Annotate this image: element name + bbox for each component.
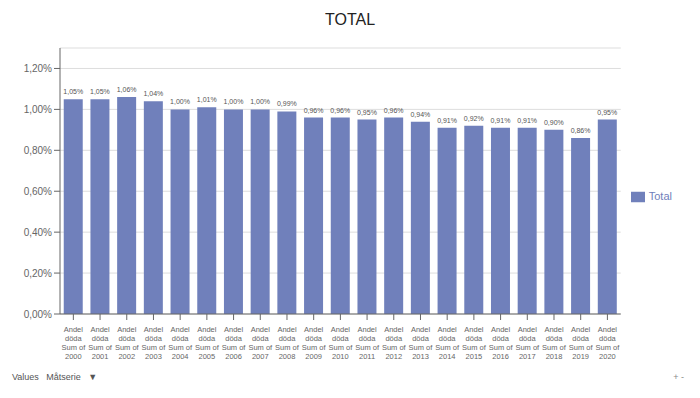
svg-text:0,96%: 0,96%: [330, 107, 350, 114]
svg-text:0,96%: 0,96%: [384, 107, 404, 114]
svg-text:AndeldödaSum of2000: AndeldödaSum of2000: [61, 325, 86, 361]
svg-text:0,80%: 0,80%: [24, 145, 52, 156]
svg-text:AndeldödaSum of2015: AndeldödaSum of2015: [462, 325, 487, 361]
svg-text:0,92%: 0,92%: [464, 115, 484, 122]
svg-text:0,94%: 0,94%: [410, 111, 430, 118]
svg-text:1,00%: 1,00%: [250, 98, 270, 105]
svg-text:AndeldödaSum of2013: AndeldödaSum of2013: [409, 325, 434, 361]
svg-text:1,00%: 1,00%: [170, 98, 190, 105]
svg-text:0,99%: 0,99%: [277, 100, 297, 107]
svg-text:1,04%: 1,04%: [143, 90, 163, 97]
svg-text:1,01%: 1,01%: [197, 96, 217, 103]
svg-text:AndeldödaSum of2009: AndeldödaSum of2009: [302, 325, 327, 361]
svg-text:1,06%: 1,06%: [117, 86, 137, 93]
svg-text:0,90%: 0,90%: [544, 119, 564, 126]
svg-text:0,86%: 0,86%: [571, 127, 591, 134]
svg-text:AndeldödaSum of2019: AndeldödaSum of2019: [569, 325, 594, 361]
svg-text:AndeldödaSum of2003: AndeldödaSum of2003: [142, 325, 167, 361]
svg-text:AndeldödaSum of2017: AndeldödaSum of2017: [515, 325, 540, 361]
svg-text:1,00%: 1,00%: [24, 104, 52, 115]
svg-text:AndeldödaSum of2018: AndeldödaSum of2018: [542, 325, 567, 361]
svg-text:AndeldödaSum of2014: AndeldödaSum of2014: [435, 325, 460, 361]
svg-text:AndeldödaSum of2006: AndeldödaSum of2006: [222, 325, 247, 361]
svg-text:0,20%: 0,20%: [24, 268, 52, 279]
svg-text:1,00%: 1,00%: [224, 98, 244, 105]
svg-text:0,60%: 0,60%: [24, 186, 52, 197]
svg-text:1,05%: 1,05%: [63, 88, 83, 95]
svg-text:0,91%: 0,91%: [491, 117, 511, 124]
svg-text:AndeldödaSum of2012: AndeldödaSum of2012: [382, 325, 407, 361]
svg-text:1,05%: 1,05%: [90, 88, 110, 95]
svg-text:AndeldödaSum of2004: AndeldödaSum of2004: [168, 325, 193, 361]
svg-text:0,96%: 0,96%: [304, 107, 324, 114]
svg-text:0,00%: 0,00%: [24, 309, 52, 320]
svg-text:0,91%: 0,91%: [517, 117, 537, 124]
html-text:Values Måtserie ▼: Values Måtserie ▼: [12, 372, 98, 382]
svg-text:AndeldödaSum of2011: AndeldödaSum of2011: [355, 325, 380, 361]
html-text:TOTAL: TOTAL: [325, 11, 375, 28]
svg-text:1,20%: 1,20%: [24, 63, 52, 74]
svg-text:AndeldödaSum of2001: AndeldödaSum of2001: [88, 325, 113, 361]
svg-text:0,95%: 0,95%: [357, 109, 377, 116]
svg-text:AndeldödaSum of2010: AndeldödaSum of2010: [328, 325, 353, 361]
svg-text:AndeldödaSum of2002: AndeldödaSum of2002: [115, 325, 140, 361]
svg-text:0,40%: 0,40%: [24, 227, 52, 238]
html-text:Total: Total: [648, 190, 672, 202]
svg-text:AndeldödaSum of2005: AndeldödaSum of2005: [195, 325, 220, 361]
svg-text:AndeldödaSum of2007: AndeldödaSum of2007: [248, 325, 273, 361]
svg-text:AndeldödaSum of2020: AndeldödaSum of2020: [596, 325, 621, 361]
svg-text:AndeldödaSum of2016: AndeldödaSum of2016: [489, 325, 514, 361]
svg-text:0,95%: 0,95%: [597, 109, 617, 116]
svg-text:AndeldödaSum of2008: AndeldödaSum of2008: [275, 325, 300, 361]
svg-text:0,91%: 0,91%: [437, 117, 457, 124]
